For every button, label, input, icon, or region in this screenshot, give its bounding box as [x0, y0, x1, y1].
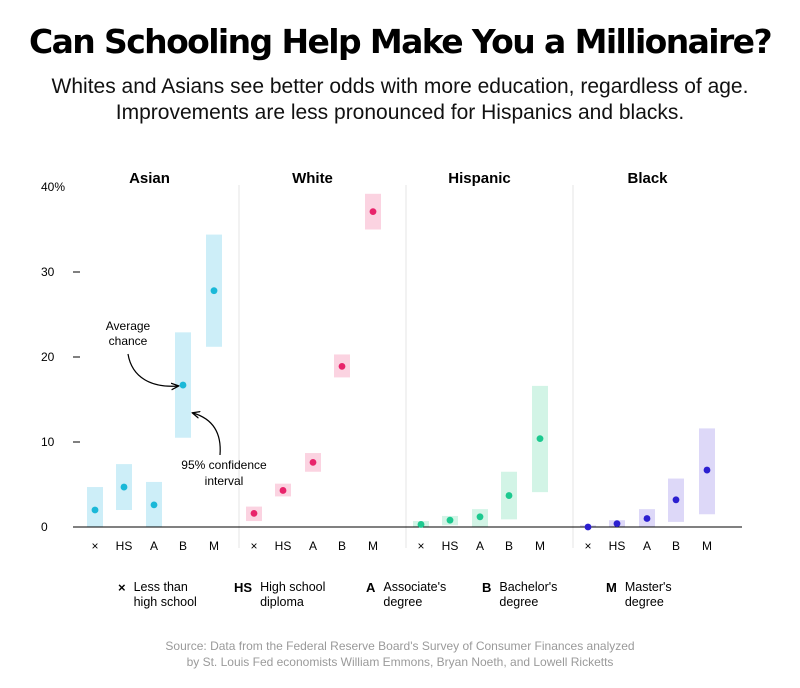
average-chance-point: [536, 435, 544, 442]
source-line-1: Source: Data from the Federal Reserve Bo…: [165, 639, 635, 653]
x-tick-label: A: [150, 539, 158, 553]
x-tick-label: M: [368, 539, 378, 553]
ci-arrow: [193, 413, 221, 456]
x-tick-label: M: [535, 539, 545, 553]
y-tick-label: 10: [41, 435, 55, 449]
subtitle-line-1: Whites and Asians see better odds with m…: [51, 75, 749, 98]
x-tick-label: B: [505, 539, 513, 553]
legend-label: Master's degree: [624, 580, 672, 609]
x-tick-label: HS: [609, 539, 626, 553]
legend-item-masters: M Master's degree: [606, 580, 705, 610]
x-tick-label: HS: [442, 539, 459, 553]
x-tick-label: A: [643, 539, 651, 553]
group-label: Asian: [129, 170, 170, 187]
average-chance-point: [643, 515, 651, 522]
y-tick-label: 40%: [41, 180, 65, 194]
average-chance-point: [417, 521, 425, 528]
x-tick-label: HS: [275, 539, 292, 553]
group-label: White: [292, 170, 333, 187]
average-chance-point: [338, 362, 346, 370]
average-chance-point: [505, 492, 513, 499]
legend-label: High school diploma: [260, 580, 326, 609]
x-tick-label: M: [702, 539, 712, 553]
average-chance-point: [91, 506, 99, 514]
x-tick-label: A: [476, 539, 484, 553]
x-tick-label: ×: [584, 539, 591, 553]
group-label: Hispanic: [448, 170, 511, 187]
subtitle-line-2: Improvements are less pronounced for His…: [115, 101, 685, 124]
legend-item-less-than-high-school: × Less than high school: [118, 580, 214, 610]
y-tick-label: 0: [41, 520, 48, 534]
average-chance-point: [369, 208, 377, 216]
average-chance-point: [613, 520, 621, 527]
legend-key: ×: [118, 580, 126, 595]
y-tick-label: 30: [41, 265, 55, 279]
legend-item-high-school: HS High school diploma: [234, 580, 340, 610]
x-tick-label: B: [338, 539, 346, 553]
average-chance-point: [279, 487, 287, 494]
x-tick-label: A: [309, 539, 317, 553]
average-chance-point: [309, 459, 317, 466]
x-tick-label: B: [179, 539, 187, 553]
x-tick-label: ×: [417, 539, 424, 553]
source-line-2: by St. Louis Fed economists William Emmo…: [186, 655, 614, 669]
legend-key: A: [366, 580, 376, 595]
group-label: Black: [627, 170, 668, 187]
average-chance-point: [150, 501, 158, 509]
average-chance-point: [210, 287, 218, 295]
legend-item-associates: A Associate's degree: [366, 580, 463, 610]
x-tick-label: M: [209, 539, 219, 553]
legend-label: Associate's degree: [383, 580, 447, 609]
legend-key: M: [606, 580, 617, 595]
legend-key: HS: [234, 580, 253, 595]
average-chance-point: [250, 510, 258, 517]
x-tick-label: HS: [116, 539, 133, 553]
average-arrow: [127, 353, 178, 386]
legend-key: B: [482, 580, 492, 595]
ci-annotation-line-1: 95% confidence: [181, 458, 267, 472]
chart-subtitle: Whites and Asians see better odds with m…: [0, 74, 800, 126]
chart-title: Can Schooling Help Make You a Millionair…: [28, 22, 773, 61]
average-chance-point: [584, 523, 592, 531]
average-annotation-line-1: Average: [106, 319, 151, 333]
average-chance-point: [446, 516, 454, 524]
x-tick-label: ×: [250, 539, 257, 553]
average-annotation-line-2: chance: [109, 334, 148, 348]
legend-item-bachelors: B Bachelor's degree: [482, 580, 579, 610]
average-chance-point: [672, 496, 680, 504]
x-tick-label: B: [672, 539, 680, 553]
y-tick-label: 20: [41, 350, 55, 364]
source-note: Source: Data from the Federal Reserve Bo…: [0, 638, 800, 670]
legend-label: Less than high school: [133, 580, 197, 609]
average-chance-point: [179, 381, 187, 389]
average-chance-point: [476, 513, 484, 521]
average-chance-point: [120, 483, 128, 491]
ci-annotation-line-2: interval: [205, 474, 244, 488]
average-chance-point: [703, 466, 711, 474]
x-tick-label: ×: [91, 539, 98, 553]
legend-label: Bachelor's degree: [499, 580, 558, 609]
